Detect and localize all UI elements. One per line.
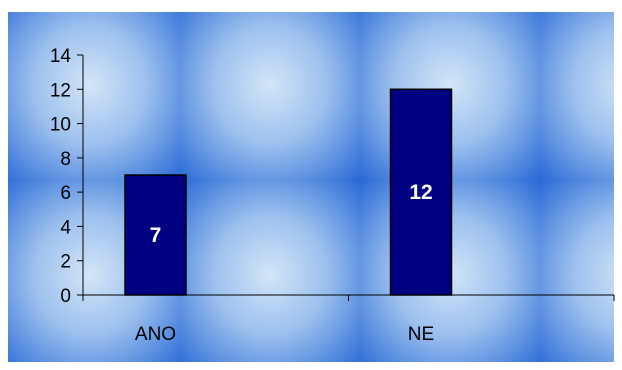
y-axis: 0 2 4 6 8 10 12 14 [50, 46, 84, 307]
bar-data-label: 7 [150, 224, 162, 247]
y-tick-label: 10 [50, 115, 71, 136]
y-tick-label: 0 [60, 286, 71, 307]
y-tick-label: 14 [50, 46, 72, 67]
bar-data-label: 12 [409, 181, 432, 204]
chart-background [8, 12, 614, 362]
y-tick-label: 6 [60, 183, 71, 204]
y-tick-label: 2 [60, 252, 71, 273]
x-category-label: NE [408, 324, 434, 345]
y-tick-label: 4 [60, 217, 71, 238]
y-tick-label: 12 [50, 80, 71, 101]
y-tick-label: 8 [60, 149, 71, 170]
bar [389, 88, 453, 296]
bars: 7 12 [124, 88, 453, 296]
x-category-label: ANO [135, 324, 176, 345]
bar [124, 174, 187, 296]
